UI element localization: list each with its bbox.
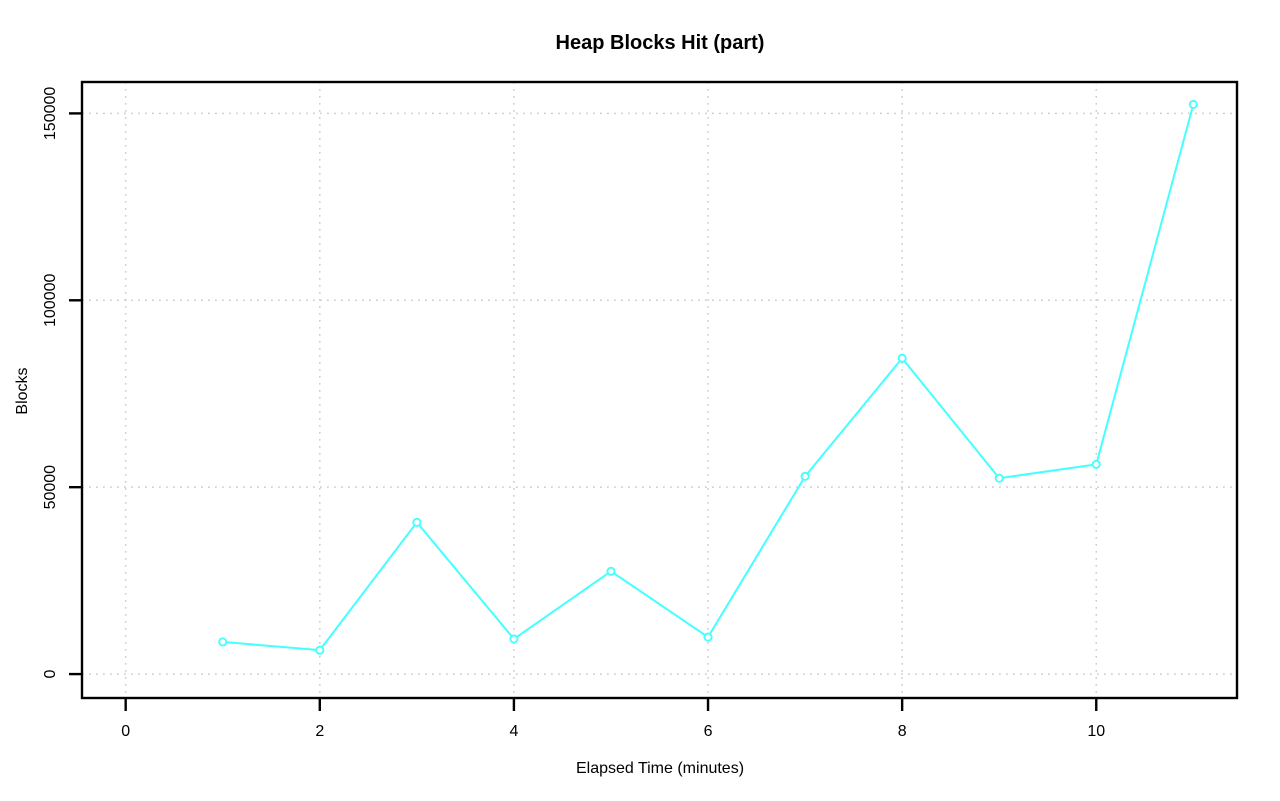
data-point — [1091, 459, 1101, 469]
x-axis-title: Elapsed Time (minutes) — [576, 760, 744, 777]
y-tick-label: 100000 — [42, 273, 59, 326]
data-point — [800, 471, 810, 481]
y-tick-label: 0 — [42, 670, 59, 679]
data-point — [412, 517, 422, 527]
data-point — [703, 632, 713, 642]
x-tick-label: 8 — [898, 723, 907, 740]
data-point — [218, 637, 228, 647]
data-series — [218, 99, 1198, 655]
axes: 0 2 4 6 8 10 0 50000 100000 150000 — [42, 80, 1239, 740]
x-tick-label: 4 — [509, 723, 518, 740]
x-tick-label: 10 — [1087, 723, 1105, 740]
data-point — [606, 566, 616, 576]
data-point — [315, 645, 325, 655]
x-tick-label: 0 — [121, 723, 130, 740]
plot-box — [80, 80, 1239, 700]
x-tick-label: 2 — [315, 723, 324, 740]
data-point — [994, 473, 1004, 483]
chart-title: Heap Blocks Hit (part) — [556, 32, 765, 54]
y-tick-label: 50000 — [42, 465, 59, 510]
y-axis-title: Blocks — [14, 367, 31, 414]
data-point — [509, 634, 519, 644]
data-point — [1188, 99, 1198, 109]
y-tick-label: 150000 — [42, 87, 59, 140]
x-tick-label: 6 — [704, 723, 713, 740]
gridlines — [82, 82, 1237, 698]
data-point — [897, 353, 907, 363]
